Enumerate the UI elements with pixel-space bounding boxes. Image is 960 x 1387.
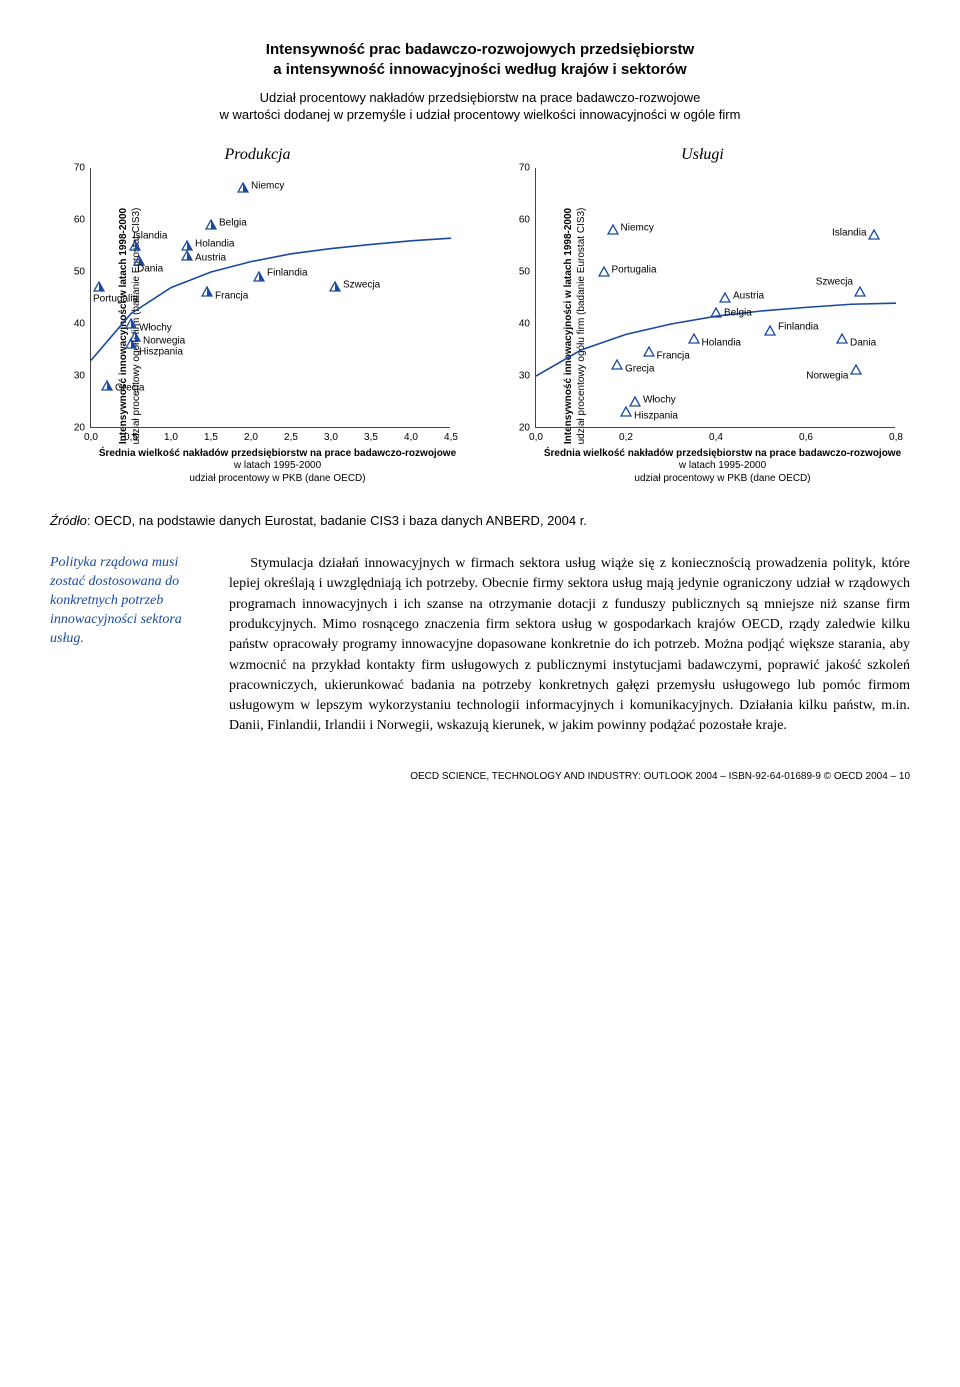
panel-produkcja: Produkcja Intensywność innowacyjności w … (50, 146, 465, 486)
sidenote: Polityka rządowa musi zostać dostosowana… (50, 554, 205, 648)
ytick: 20 (506, 422, 530, 433)
data-point (764, 325, 776, 337)
data-point (181, 250, 193, 262)
data-point-label: Islandia (133, 230, 167, 241)
xtick: 3,0 (324, 432, 338, 443)
data-point-label: Norwegia (806, 371, 848, 382)
chart-panels: Produkcja Intensywność innowacyjności w … (50, 146, 910, 486)
figure-title-l2: a intensywność innowacyjności według kra… (50, 60, 910, 80)
data-point (868, 229, 880, 241)
xtick: 1,5 (204, 432, 218, 443)
figure-subtitle-l2: w wartości dodanej w przemyśle i udział … (50, 106, 910, 124)
xtick: 0,0 (529, 432, 543, 443)
panel-uslugi: Usługi Intensywność innowacyjności w lat… (495, 146, 910, 486)
ytick: 50 (61, 266, 85, 277)
data-point-label: Portugalia (612, 264, 657, 275)
data-point-label: Grecja (625, 364, 654, 375)
xtick: 4,5 (444, 432, 458, 443)
data-point-label: Dania (137, 264, 163, 275)
ytick: 60 (61, 214, 85, 225)
data-point-label: Francja (215, 291, 248, 302)
data-point (93, 281, 105, 293)
data-point (607, 224, 619, 236)
data-point (253, 271, 265, 283)
data-point (643, 346, 655, 358)
xlabel-left: Średnia wielkość nakładów przedsiębiorst… (90, 448, 465, 486)
data-point-label: Grecja (115, 382, 144, 393)
ytick: 20 (61, 422, 85, 433)
data-point-label: Szwecja (816, 277, 853, 288)
xtick: 0,6 (799, 432, 813, 443)
data-point-label: Holandia (195, 238, 234, 249)
ytick: 30 (61, 370, 85, 381)
figure-subtitle-l1: Udział procentowy nakładów przedsiębiors… (50, 89, 910, 107)
data-point (710, 307, 722, 319)
xtick: 3,5 (364, 432, 378, 443)
ytick: 70 (506, 162, 530, 173)
source-line: Źródło: OECD, na podstawie danych Eurost… (50, 513, 910, 528)
data-point (125, 338, 137, 350)
plot-left: 2030405060700,00,51,01,52,02,53,03,54,04… (90, 168, 450, 428)
data-point (719, 292, 731, 304)
data-point (688, 333, 700, 345)
ytick: 30 (506, 370, 530, 381)
xtick: 0,5 (124, 432, 138, 443)
data-point (125, 318, 137, 330)
footer-line: OECD SCIENCE, TECHNOLOGY AND INDUSTRY: O… (50, 771, 910, 782)
data-point-label: Niemcy (621, 222, 654, 233)
xtick: 1,0 (164, 432, 178, 443)
data-point-label: Finlandia (267, 267, 308, 278)
data-point-label: Belgia (219, 217, 247, 228)
xlabel-right: Średnia wielkość nakładów przedsiębiorst… (535, 448, 910, 486)
data-point (620, 406, 632, 418)
data-point-label: Austria (733, 290, 764, 301)
data-point-label: Szwecja (343, 280, 380, 291)
data-point-label: Portugalia (93, 294, 138, 305)
figure-title-l1: Intensywność prac badawczo-rozwojowych p… (50, 40, 910, 60)
data-point (205, 219, 217, 231)
plot-right: 2030405060700,00,20,40,60,8NiemcyPortuga… (535, 168, 895, 428)
data-point-label: Włochy (139, 322, 172, 333)
data-point (101, 380, 113, 392)
data-point-label: Niemcy (251, 181, 284, 192)
data-point (854, 286, 866, 298)
ytick: 40 (506, 318, 530, 329)
data-point (598, 266, 610, 278)
ytick: 50 (506, 266, 530, 277)
figure-subtitle: Udział procentowy nakładów przedsiębiors… (50, 89, 910, 124)
xtick: 0,8 (889, 432, 903, 443)
data-point (129, 240, 141, 252)
xtick: 2,0 (244, 432, 258, 443)
data-point-label: Holandia (702, 338, 741, 349)
body-paragraph: Stymulacja działań innowacyjnych w firma… (229, 554, 910, 737)
xtick: 2,5 (284, 432, 298, 443)
data-point (836, 333, 848, 345)
data-point (329, 281, 341, 293)
panel-title-right: Usługi (495, 146, 910, 164)
xtick: 0,2 (619, 432, 633, 443)
xtick: 0,0 (84, 432, 98, 443)
xtick: 4,0 (404, 432, 418, 443)
data-point-label: Włochy (643, 394, 676, 405)
data-point (611, 359, 623, 371)
data-point-label: Dania (850, 338, 876, 349)
data-point-label: Finlandia (778, 322, 819, 333)
data-point-label: Norwegia (143, 335, 185, 346)
ytick: 60 (506, 214, 530, 225)
ytick: 70 (61, 162, 85, 173)
body-row: Polityka rządowa musi zostać dostosowana… (50, 554, 910, 737)
ytick: 40 (61, 318, 85, 329)
data-point-label: Islandia (832, 228, 866, 239)
data-point-label: Austria (195, 252, 226, 263)
data-point-label: Belgia (724, 308, 752, 319)
xtick: 0,4 (709, 432, 723, 443)
data-point (237, 182, 249, 194)
data-point-label: Hiszpania (139, 347, 183, 358)
data-point (850, 364, 862, 376)
panel-title-left: Produkcja (50, 146, 465, 164)
data-point (201, 286, 213, 298)
figure-title: Intensywność prac badawczo-rozwojowych p… (50, 40, 910, 81)
data-point-label: Francja (657, 351, 690, 362)
data-point-label: Hiszpania (634, 410, 678, 421)
